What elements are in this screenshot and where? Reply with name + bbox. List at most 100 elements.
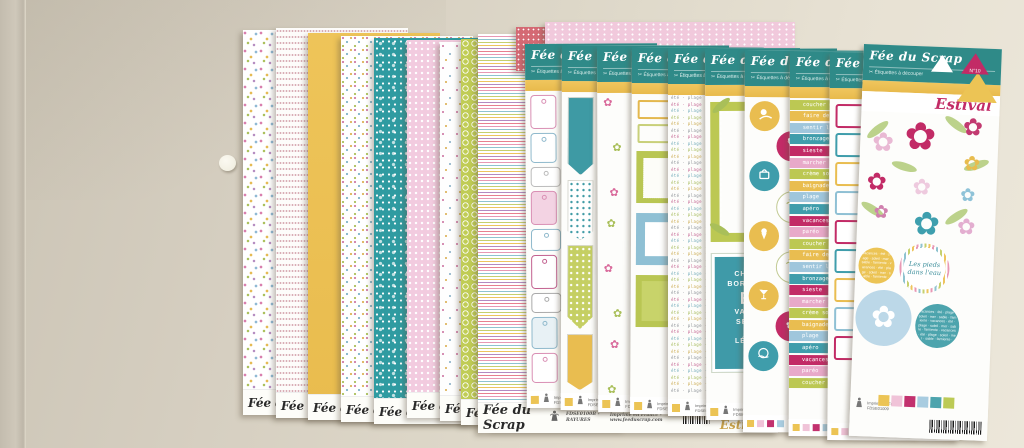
circle-sticker-les-pieds: Les pieds dans l'eau (898, 242, 951, 295)
circle-inner: Les pieds dans l'eau (902, 246, 947, 291)
imprint-label: Imprimé en France - www.feeduscrap.com (609, 413, 663, 423)
flower-icon: ✿ (603, 95, 613, 109)
palm-frond-icon (890, 158, 918, 175)
color-swatch (530, 395, 539, 404)
fairy-logo-icon (721, 402, 730, 420)
cutting-sheet-luggage-tags: Fée du Scrap✂ Étiquettes à découperImpri… (525, 43, 659, 408)
tag-shape (530, 190, 557, 225)
tag-shape (530, 166, 561, 187)
sheet-footer: Imprimé en FranceFDSE01004 (630, 396, 763, 415)
hibiscus-flower-icon: ✿ (956, 214, 976, 241)
color-swatch (891, 395, 903, 407)
circle-sticker-beach-bag (749, 161, 780, 192)
fairy-logo-icon (854, 396, 865, 414)
color-swatch (904, 395, 916, 408)
tag-hole (542, 320, 548, 326)
flower-icon: ✿ (606, 216, 616, 230)
tag-shape (530, 132, 557, 163)
color-swatch (831, 428, 839, 436)
fairy-logo-icon (645, 397, 654, 415)
tag-hole (543, 232, 550, 238)
color-swatch (757, 420, 765, 428)
hibiscus-flower-icon: ✿ (912, 204, 941, 244)
cutting-sheet-square-frames: Fée du Scrap✂ Étiquettes à découperImpri… (630, 47, 764, 415)
color-swatch (634, 401, 643, 410)
circle-script-line: dans l'eau (907, 267, 942, 278)
cocktail-icon (756, 286, 772, 306)
banner-pennant (568, 97, 594, 175)
circle-sticker-sun-umbrella (749, 101, 780, 132)
flower-icon: ✿ (610, 337, 620, 351)
circle-sticker-ice-cream (748, 221, 780, 252)
hibiscus-flower-icon: ✿ (912, 174, 932, 201)
hibiscus-flower-icon: ✿ (866, 167, 888, 196)
scissors-icon: ✂ (795, 76, 801, 83)
sun-umbrella-icon (757, 106, 773, 126)
flower-icon: ✿ (603, 261, 614, 275)
cutting-sheet-scattered-flowers: Fée du Scrap✂ Étiquettes à découper✿✿✿✿✿… (597, 45, 731, 412)
tag-shape (531, 352, 558, 383)
white-triangle-decor (930, 54, 954, 73)
tag-hole (542, 356, 548, 362)
color-swatch (812, 424, 820, 432)
fairy-logo-icon (683, 399, 692, 417)
scissors-icon: ✂ (567, 70, 573, 77)
white-hibiscus-icon: ✿ (870, 299, 897, 336)
wall-panel-edge (0, 0, 26, 448)
tag-hole (543, 170, 549, 176)
hibiscus-flower-icon: ✿ (873, 201, 890, 224)
color-swatch (917, 396, 929, 408)
fairy-logo-icon (542, 390, 551, 408)
barcode (929, 419, 982, 435)
estival-footer: Imprimé en FranceFDSE01009 (848, 391, 989, 442)
circle-sticker-blue-hibiscus: ✿ (854, 288, 913, 348)
hibiscus-flower-icon: ✿ (903, 113, 938, 159)
color-swatch (767, 420, 775, 428)
flower-icon: ✿ (607, 382, 617, 395)
flower-icon: ✿ (609, 185, 619, 199)
micro-words-label: vacances · été · plage · soleil · mer · … (861, 251, 892, 280)
micro-words-label: vacances · été · plage · soleil · mer · … (917, 309, 957, 343)
scissors-icon: ✂ (531, 68, 536, 75)
estival-sticker-area: ✿ ✿ ✿ ✿ ✿ ✿ ✿ ✿ ✿ ✿ vacances · été · plage · solei… (851, 111, 1000, 397)
estival-sheet: Fée du Scrap ✂ Étiquettes à découper N°1… (848, 44, 1002, 442)
color-swatch (564, 397, 573, 406)
color-swatch (777, 420, 785, 428)
circle-sticker-cocktail (748, 281, 779, 312)
tag-hole (541, 98, 547, 104)
flower-icon: ✿ (612, 306, 623, 320)
color-swatch (930, 396, 942, 409)
color-swatch (878, 394, 890, 407)
scissors-icon: ✂ (637, 72, 643, 79)
color-swatch (710, 407, 719, 416)
tag-shape (530, 228, 562, 251)
scissors-icon: ✂ (711, 73, 716, 80)
island-icon (755, 346, 771, 366)
sheet-footer: Imprimé en FranceFDSE01003 (598, 394, 731, 412)
ice-cream-icon (756, 226, 772, 246)
cutting-sheet-palm-frame-and-ete-card: Fée du Scrap✂ Étiquettes à découpergCHÂT… (705, 48, 839, 420)
scissors-icon: ✂ (674, 73, 679, 79)
color-swatch (792, 424, 800, 432)
sheet-footer: Imprimé en FranceFDSE01006 (706, 402, 839, 420)
scissors-icon: ✂ (868, 69, 874, 76)
hibiscus-flower-icon: ✿ (871, 127, 895, 159)
scissors-icon: ✂ (603, 70, 608, 77)
hibiscus-flower-icon: ✿ (959, 184, 976, 207)
paper-footer-label: Fée du Scrap (483, 403, 532, 433)
flower-icon: ✿ (612, 140, 622, 154)
wall-pushpin (219, 155, 236, 171)
tag-shape (531, 316, 558, 349)
imprint-block: Imprimé en FranceFDSE01009 (854, 396, 901, 416)
sheet-footer: Imprimé en FranceFDSE01002 (560, 392, 693, 411)
tag-shape (531, 292, 562, 313)
fairy-logo-icon (576, 393, 585, 411)
color-swatch (802, 424, 810, 432)
scissors-icon: ✂ (750, 75, 756, 82)
color-swatch (943, 397, 955, 409)
banner-pennant (567, 180, 593, 240)
tag-shape (531, 254, 558, 289)
tag-hole (541, 194, 547, 200)
tag-hole (544, 296, 550, 302)
